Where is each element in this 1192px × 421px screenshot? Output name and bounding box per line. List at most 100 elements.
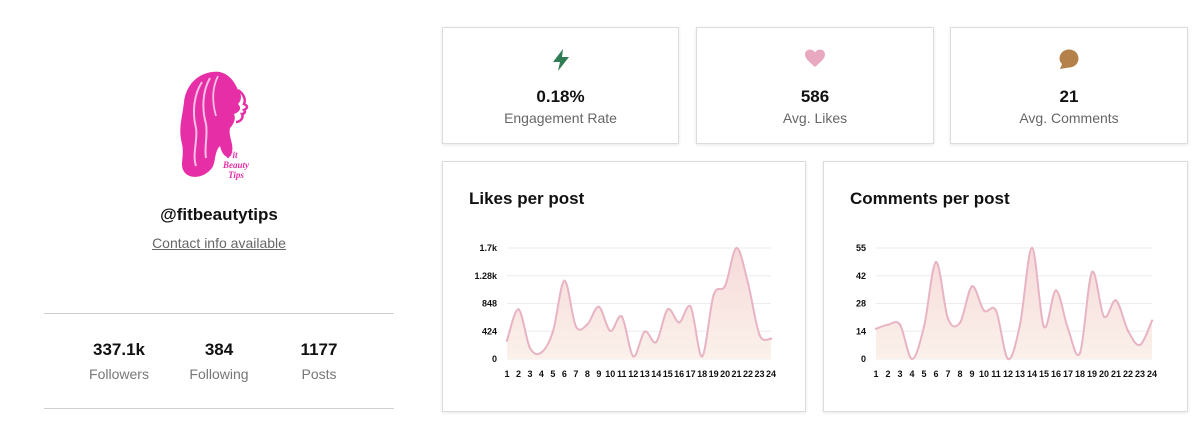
y-tick-label: 1.28k: [474, 271, 498, 281]
data-point: [994, 309, 998, 312]
data-point: [700, 355, 704, 358]
data-point: [874, 327, 878, 330]
avg-comments-label: Avg. Comments: [1019, 110, 1119, 126]
engagement-rate-value: 0.18%: [536, 87, 585, 106]
data-point: [898, 323, 902, 326]
x-tick-label: 22: [1123, 369, 1133, 379]
data-point: [540, 351, 543, 354]
logo-text-line-1: Fit: [225, 150, 238, 160]
stat-posts: 1177 Posts: [264, 340, 374, 382]
x-tick-label: 7: [573, 369, 578, 379]
y-tick-label: 0: [492, 354, 497, 364]
data-point: [946, 317, 950, 320]
data-point: [643, 330, 646, 333]
y-tick-label: 14: [856, 326, 866, 336]
data-point: [586, 323, 589, 326]
comments-chart-title: Comments per post: [850, 189, 1010, 208]
avg-likes-card: 586 Avg. Likes: [696, 27, 934, 144]
profile-panel: Fit Beauty Tips @fitbeautytips Contact i…: [44, 0, 394, 421]
x-tick-label: 15: [1039, 369, 1049, 379]
x-tick-label: 2: [516, 369, 521, 379]
x-tick-label: 21: [732, 369, 742, 379]
data-point: [1126, 329, 1130, 332]
x-tick-label: 8: [957, 369, 962, 379]
data-point: [632, 355, 635, 358]
x-tick-label: 23: [1135, 369, 1145, 379]
data-point: [1150, 319, 1154, 322]
x-tick-label: 17: [1063, 369, 1073, 379]
data-point: [609, 329, 612, 333]
x-tick-label: 5: [921, 369, 926, 379]
data-point: [886, 323, 890, 326]
data-point: [655, 340, 658, 344]
data-point: [1102, 315, 1106, 318]
data-point: [597, 305, 601, 308]
avg-likes-value: 586: [800, 87, 830, 106]
likes-chart-card: Likes per post 0 424 848 1.28k 1.7k 1 2 3 4 5 6 7 8 9…: [442, 161, 806, 412]
y-tick-label: 55: [856, 243, 866, 253]
x-tick-label: 1: [504, 369, 509, 379]
x-tick-label: 18: [1075, 369, 1085, 379]
data-point: [1138, 343, 1142, 347]
data-point: [769, 337, 773, 340]
x-tick-label: 6: [562, 369, 567, 379]
stat-value: 337.1k: [93, 340, 145, 359]
x-tick-label: 15: [663, 369, 673, 379]
x-tick-label: 9: [596, 369, 601, 379]
avg-comments-value: 21: [1059, 87, 1079, 106]
stat-value: 384: [204, 340, 234, 359]
x-tick-label: 13: [1015, 369, 1025, 379]
data-point: [574, 325, 578, 328]
data-point: [677, 321, 681, 324]
heart-icon: [805, 49, 825, 67]
data-point: [666, 308, 669, 311]
stat-label: Following: [189, 366, 249, 382]
x-tick-label: 2: [885, 369, 890, 379]
data-point: [563, 279, 566, 282]
data-point: [1114, 299, 1118, 302]
x-tick-label: 4: [909, 369, 914, 379]
data-point: [689, 305, 692, 308]
x-tick-label: 7: [945, 369, 950, 379]
x-tick-label: 13: [640, 369, 650, 379]
x-tick-label: 3: [897, 369, 902, 379]
x-tick-label: 6: [933, 369, 938, 379]
x-tick-label: 21: [1111, 369, 1121, 379]
y-tick-label: 1.7k: [479, 243, 498, 253]
data-point: [1006, 357, 1010, 361]
x-tick-label: 11: [617, 369, 627, 379]
comments-chart-card: Comments per post 0 14 28 42 55 1 2 3 4 5 6 7 8 9 10 11…: [823, 161, 1188, 412]
avg-comments-card: 21 Avg. Comments: [950, 27, 1188, 144]
series-area: [507, 247, 771, 359]
x-tick-label: 1: [873, 369, 878, 379]
profile-handle: @fitbeautytips: [160, 205, 278, 224]
stat-value: 1177: [300, 340, 338, 359]
data-point: [517, 308, 520, 311]
avatar: Fit Beauty Tips: [172, 66, 268, 184]
data-point: [723, 284, 727, 288]
x-tick-label: 16: [1051, 369, 1061, 379]
data-point: [746, 282, 750, 285]
y-tick-label: 848: [482, 299, 497, 309]
stat-label: Posts: [301, 366, 337, 382]
stat-followers: 337.1k Followers: [64, 340, 174, 382]
x-tick-label: 23: [755, 369, 765, 379]
contact-info-link[interactable]: Contact info available: [152, 235, 286, 251]
divider-top: [44, 313, 394, 314]
data-point: [735, 246, 738, 250]
logo-text-line-2: Beauty: [222, 160, 250, 170]
data-point: [958, 321, 962, 324]
data-point: [620, 315, 623, 318]
data-point: [1054, 289, 1058, 292]
x-tick-label: 3: [527, 369, 532, 379]
data-point: [910, 357, 914, 361]
series-line: [506, 247, 772, 358]
divider-bottom: [44, 408, 394, 409]
lightning-icon: [552, 49, 569, 71]
x-tick-label: 17: [686, 369, 696, 379]
x-tick-label: 12: [1003, 369, 1013, 379]
y-tick-label: 28: [856, 299, 866, 309]
data-point: [1018, 323, 1022, 326]
